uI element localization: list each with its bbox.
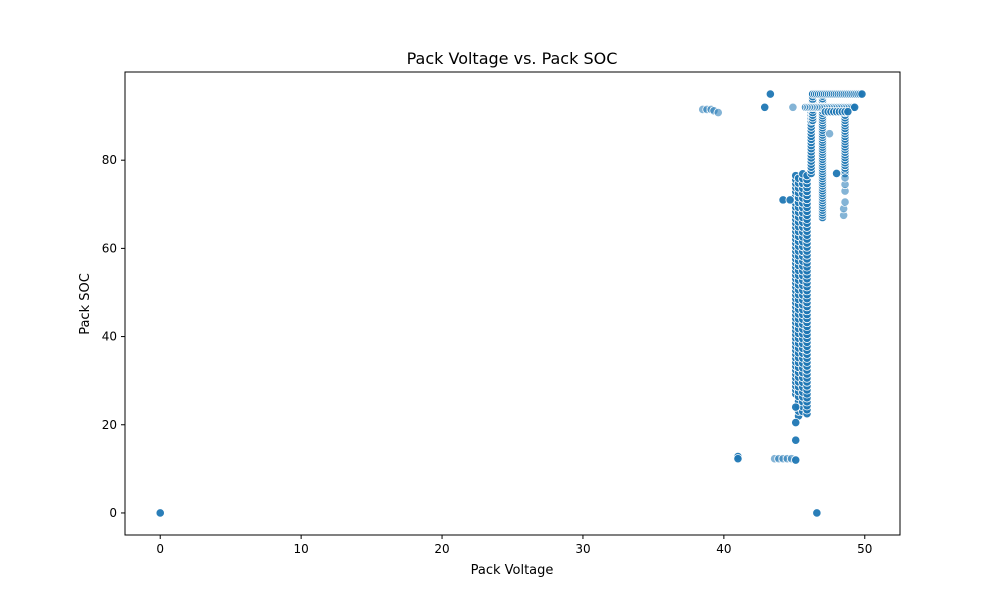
y-tick-label: 0: [109, 506, 117, 520]
points-layer: [155, 89, 867, 518]
data-point: [840, 197, 850, 207]
data-point: [733, 454, 743, 464]
data-point: [791, 417, 801, 428]
data-point: [791, 435, 801, 445]
x-tick-label: 50: [857, 542, 872, 556]
data-point: [824, 129, 835, 139]
data-point: [760, 102, 770, 112]
data-point: [857, 89, 867, 99]
x-tick-label: 0: [156, 542, 164, 556]
x-axis: 0 10 20 30 40 50: [156, 535, 872, 556]
x-tick-label: 20: [434, 542, 449, 556]
y-axis: 0 20 40 60 80: [102, 153, 125, 520]
data-point: [812, 508, 822, 518]
data-point: [850, 102, 860, 112]
chart-title: Pack Voltage vs. Pack SOC: [407, 49, 618, 68]
y-tick-label: 60: [102, 241, 117, 255]
data-point: [791, 455, 801, 465]
data-point: [785, 195, 795, 205]
plot-frame: [124, 71, 901, 536]
data-point: [831, 168, 842, 179]
y-axis-label: Pack SOC: [78, 273, 93, 335]
data-point: [791, 402, 801, 412]
x-tick-label: 10: [293, 542, 308, 556]
x-tick-label: 30: [575, 542, 590, 556]
y-tick-label: 20: [102, 418, 117, 432]
x-tick-label: 40: [716, 542, 731, 556]
y-tick-label: 80: [102, 153, 117, 167]
data-point: [155, 508, 165, 518]
y-tick-label: 40: [102, 330, 117, 344]
x-axis-label: Pack Voltage: [471, 563, 554, 578]
data-point: [788, 102, 798, 112]
data-point: [765, 89, 775, 99]
data-point: [843, 107, 853, 117]
data-point: [713, 107, 723, 118]
data-point: [840, 173, 850, 183]
